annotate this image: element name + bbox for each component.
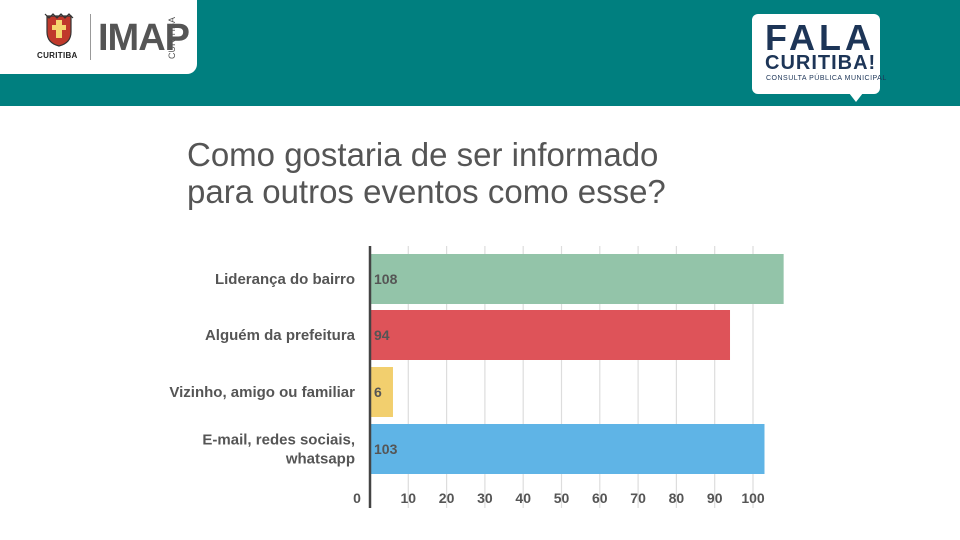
tick-label-9: 90 <box>707 490 723 506</box>
tick-label-7: 70 <box>630 490 646 506</box>
tick-label-4: 40 <box>515 490 531 506</box>
data-label-0: 108 <box>374 271 398 287</box>
category-label-2-0: Vizinho, amigo ou familiar <box>169 384 355 401</box>
data-label-3: 103 <box>374 441 398 457</box>
chart-title-line2: para outros eventos como esse? <box>187 173 666 210</box>
bar-0 <box>370 254 784 304</box>
bar-1 <box>370 310 731 360</box>
imap-logo: IMAP <box>98 17 190 59</box>
chart-title: Como gostaria de ser informado para outr… <box>187 136 666 210</box>
logo-panel: CURITIBA IMAP CURITIBA <box>0 0 197 74</box>
tick-label-8: 80 <box>669 490 685 506</box>
tick-label-1: 10 <box>401 490 417 506</box>
tick-label-3: 30 <box>477 490 493 506</box>
category-label-3-0: E-mail, redes sociais, <box>202 432 355 449</box>
fala-logo-line3: CONSULTA PÚBLICA MUNICIPAL <box>766 75 887 82</box>
logo-divider <box>90 14 91 60</box>
city-name: CURITIBA <box>37 51 78 60</box>
bar-2 <box>370 367 393 417</box>
tick-label-2: 20 <box>439 490 455 506</box>
chart-title-line1: Como gostaria de ser informado <box>187 136 659 173</box>
tick-label-5: 50 <box>554 490 570 506</box>
tick-label-6: 60 <box>592 490 608 506</box>
data-label-2: 6 <box>374 384 382 400</box>
fala-logo-line1: FALA <box>765 17 875 58</box>
bar-3 <box>370 424 765 474</box>
speech-bubble-tail-icon <box>849 93 863 102</box>
category-label-0-0: Liderança do bairro <box>215 271 355 288</box>
category-label-1-0: Alguém da prefeitura <box>205 327 356 344</box>
category-label-3-1: whatsapp <box>285 451 355 468</box>
data-label-1: 94 <box>374 327 390 343</box>
fala-logo-line2: CURITIBA! <box>765 52 877 74</box>
tick-label-10: 100 <box>741 490 765 506</box>
tick-label-0: 0 <box>353 490 361 506</box>
coat-of-arms-icon <box>44 13 74 47</box>
fala-curitiba-logo <box>752 14 880 94</box>
